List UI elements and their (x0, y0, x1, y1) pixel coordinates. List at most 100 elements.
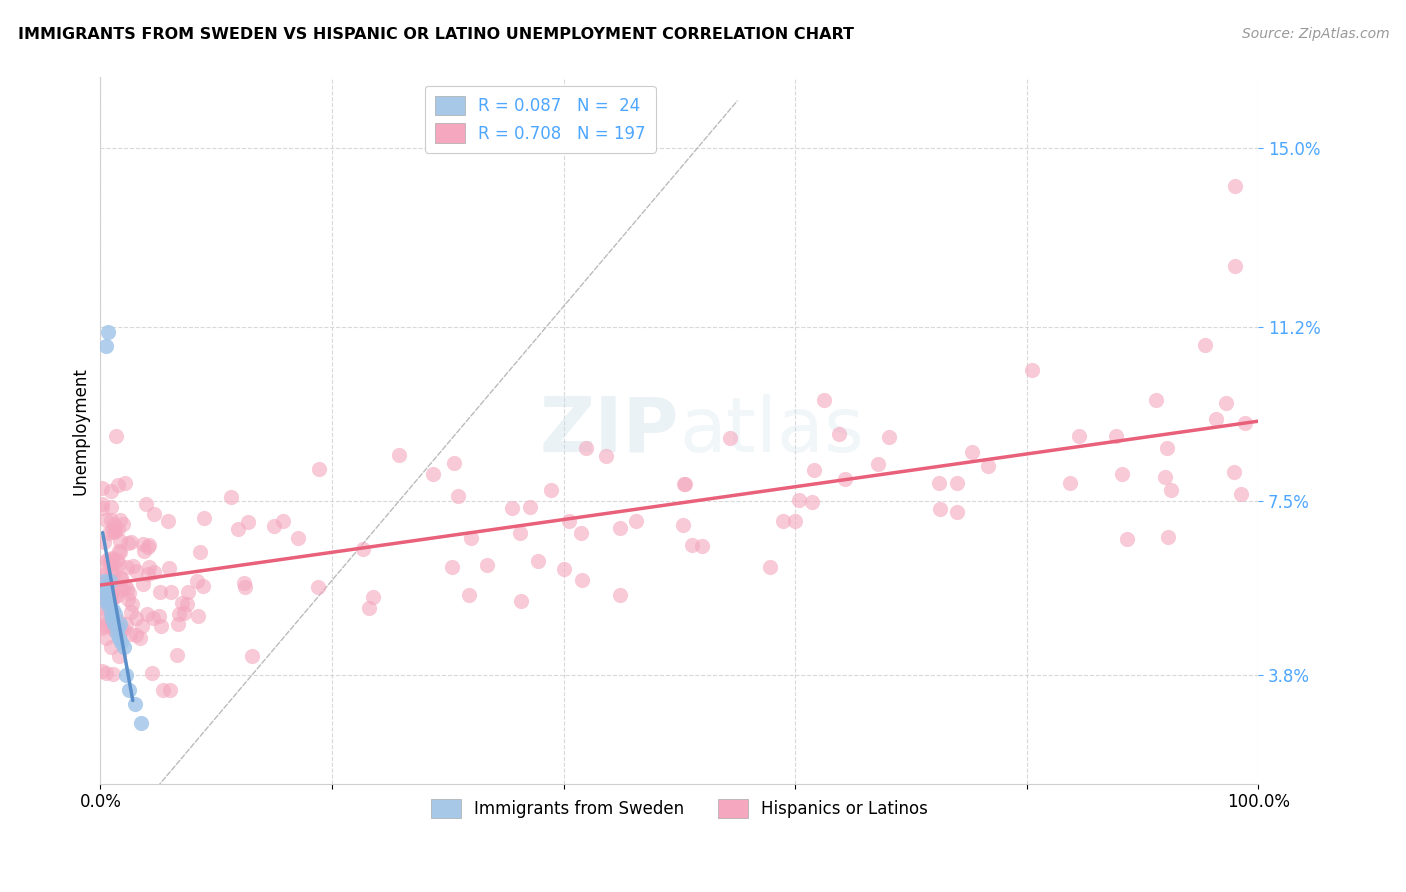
Point (575, 441, 598, 455)
Point (553, 562, 575, 576)
Point (108, 544, 131, 558)
Point (1223, 466, 1246, 480)
Point (928, 476, 950, 491)
Point (103, 566, 125, 581)
Point (110, 582, 132, 596)
Point (157, 514, 180, 528)
Point (117, 560, 139, 574)
Point (103, 525, 125, 540)
Point (150, 619, 173, 633)
Point (107, 522, 129, 536)
Point (108, 616, 131, 631)
Point (1144, 393, 1167, 408)
Point (609, 588, 631, 602)
Point (1223, 259, 1246, 273)
Point (114, 668, 136, 682)
Point (232, 576, 254, 591)
Point (143, 565, 166, 579)
Point (233, 580, 256, 594)
Point (1156, 441, 1178, 455)
Point (141, 666, 163, 681)
Point (101, 557, 124, 571)
Point (167, 617, 190, 632)
Point (960, 444, 983, 458)
Point (422, 467, 444, 481)
Point (501, 500, 523, 515)
Point (138, 538, 160, 552)
Point (100, 640, 122, 654)
Point (111, 622, 134, 636)
Point (104, 524, 127, 538)
Point (93, 616, 115, 631)
Point (166, 648, 188, 662)
Point (91, 621, 114, 635)
Point (105, 429, 128, 443)
Point (946, 476, 969, 491)
Point (94, 593, 117, 607)
Point (813, 392, 835, 407)
Point (1160, 483, 1182, 497)
Y-axis label: Unemployment: Unemployment (72, 367, 89, 494)
Point (100, 552, 122, 566)
Point (1223, 178, 1246, 193)
Point (91, 481, 114, 495)
Point (91, 576, 114, 591)
Point (107, 621, 129, 635)
Point (101, 562, 124, 576)
Point (97, 599, 120, 614)
Point (718, 431, 741, 445)
Point (96, 553, 118, 567)
Text: ZIP: ZIP (540, 393, 679, 467)
Point (100, 593, 122, 607)
Point (100, 568, 122, 582)
Point (176, 597, 198, 611)
Point (868, 457, 890, 471)
Point (93, 568, 115, 582)
Point (91, 497, 114, 511)
Text: atlas: atlas (679, 393, 865, 467)
Point (136, 566, 159, 581)
Point (475, 558, 498, 573)
Point (96, 588, 118, 602)
Point (108, 648, 131, 663)
Point (138, 559, 160, 574)
Point (929, 502, 952, 516)
Point (624, 514, 647, 528)
Point (103, 517, 125, 532)
Point (117, 582, 139, 596)
Point (357, 601, 380, 615)
Point (681, 538, 703, 552)
Point (447, 489, 470, 503)
Point (510, 594, 533, 608)
Point (1230, 487, 1253, 501)
Point (94, 513, 117, 527)
Point (191, 579, 214, 593)
Point (460, 531, 482, 545)
Point (104, 607, 127, 622)
Point (352, 541, 374, 556)
Point (108, 533, 131, 548)
Point (221, 491, 243, 505)
Point (129, 631, 152, 645)
Point (108, 615, 131, 629)
Point (977, 459, 1000, 474)
Point (108, 544, 131, 558)
Point (94, 602, 117, 616)
Point (132, 544, 155, 558)
Point (193, 511, 215, 525)
Point (91, 611, 114, 625)
Point (263, 519, 285, 533)
Point (879, 430, 901, 444)
Point (118, 682, 141, 697)
Point (100, 513, 122, 527)
Point (240, 648, 263, 663)
Point (132, 577, 155, 591)
Point (100, 523, 122, 537)
Point (1105, 428, 1128, 442)
Point (110, 635, 132, 649)
Point (90, 501, 112, 516)
Point (131, 619, 153, 633)
Point (672, 517, 695, 532)
Point (108, 557, 131, 571)
Point (103, 667, 125, 681)
